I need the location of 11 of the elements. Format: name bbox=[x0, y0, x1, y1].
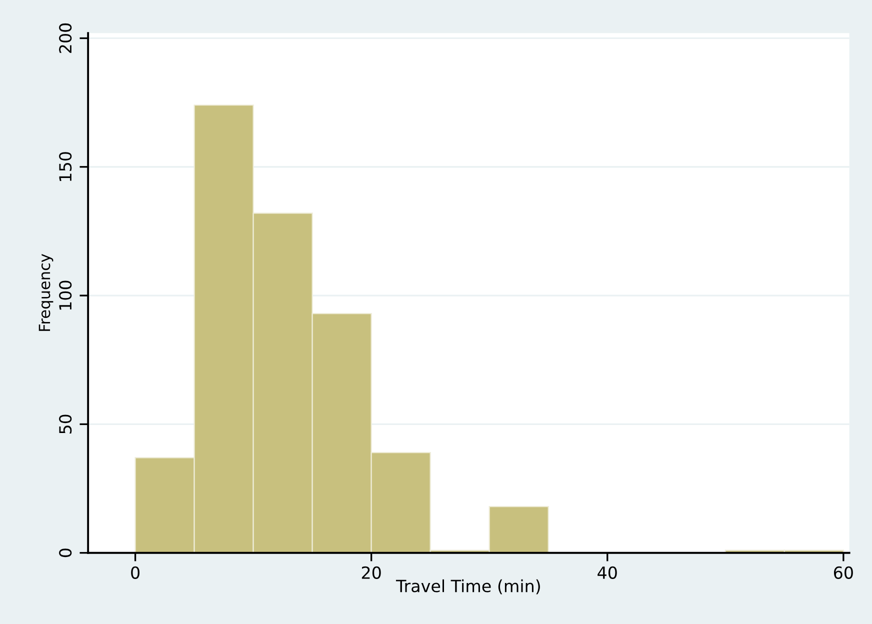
x-tick-label: 40 bbox=[598, 566, 617, 579]
y-tick-label: 100 bbox=[59, 280, 72, 310]
y-axis-title: Frequency bbox=[38, 254, 54, 331]
y-tick-label: 0 bbox=[59, 548, 72, 558]
y-tick-label: 200 bbox=[59, 23, 72, 53]
y-tick-label: 150 bbox=[59, 152, 72, 181]
x-tick-label: 0 bbox=[131, 566, 140, 579]
y-tick-label: 50 bbox=[59, 414, 72, 434]
x-tick-label: 20 bbox=[362, 566, 381, 579]
x-tick-label: 60 bbox=[834, 566, 853, 579]
x-axis-title: Travel Time (min) bbox=[396, 579, 540, 594]
